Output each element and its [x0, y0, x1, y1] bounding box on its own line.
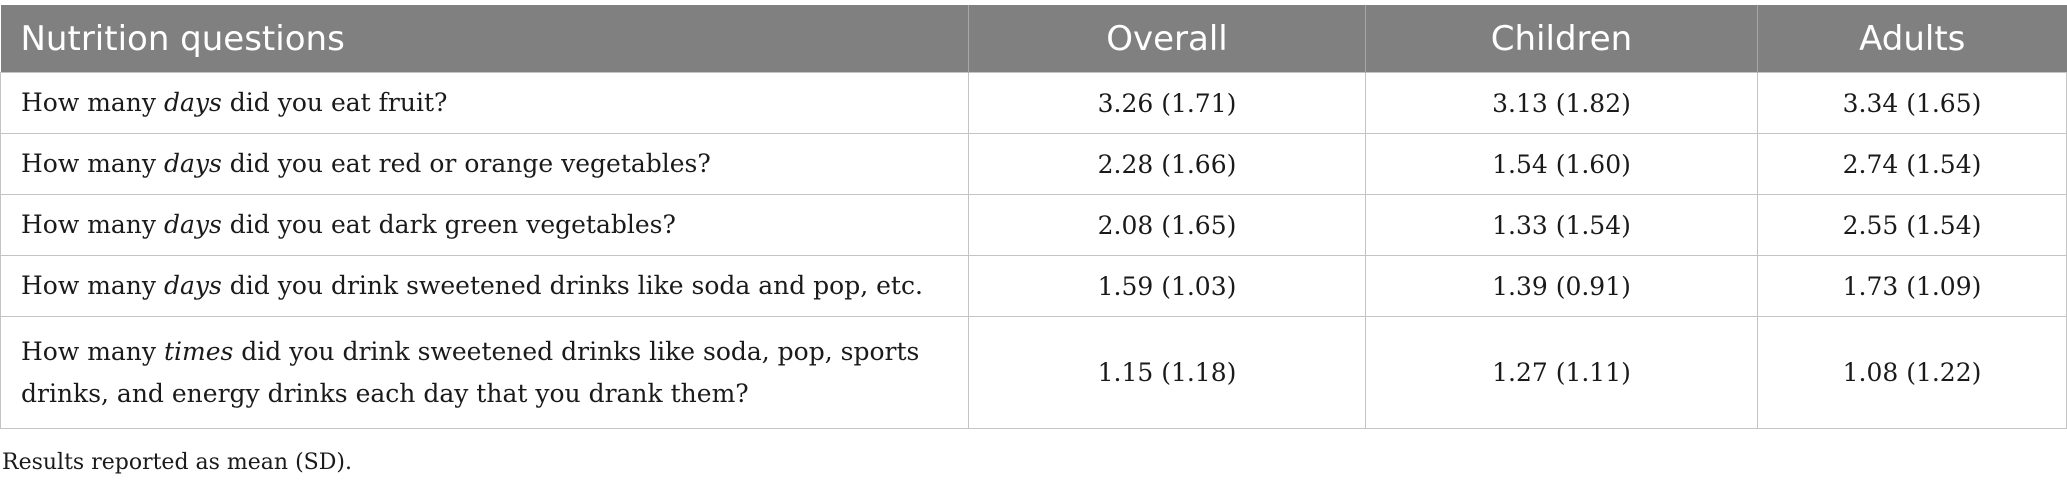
question-prefix: How many: [21, 210, 164, 239]
children-cell: 3.13 (1.82): [1366, 73, 1758, 134]
header-adults: Adults: [1758, 5, 2067, 73]
question-cell: How many days did you eat dark green veg…: [1, 195, 969, 256]
nutrition-table-container: Nutrition questions Overall Children Adu…: [0, 5, 2066, 429]
question-emphasis: times: [164, 337, 233, 366]
question-emphasis: days: [164, 271, 222, 300]
question-emphasis: days: [164, 210, 222, 239]
question-emphasis: days: [164, 149, 222, 178]
question-prefix: How many: [21, 337, 164, 366]
question-suffix: did you eat fruit?: [222, 88, 448, 117]
question-cell: How many times did you drink sweetened d…: [1, 317, 969, 429]
adults-cell: 3.34 (1.65): [1758, 73, 2067, 134]
header-children: Children: [1366, 5, 1758, 73]
table-row: How many days did you eat fruit? 3.26 (1…: [1, 73, 2067, 134]
adults-cell: 2.74 (1.54): [1758, 134, 2067, 195]
question-emphasis: days: [164, 88, 222, 117]
question-prefix: How many: [21, 271, 164, 300]
question-cell: How many days did you drink sweetened dr…: [1, 256, 969, 317]
adults-cell: 1.08 (1.22): [1758, 317, 2067, 429]
table-row: How many times did you drink sweetened d…: [1, 317, 2067, 429]
question-cell: How many days did you eat fruit?: [1, 73, 969, 134]
question-prefix: How many: [21, 149, 164, 178]
question-suffix: did you eat dark green vegetables?: [222, 210, 676, 239]
table-header: Nutrition questions Overall Children Adu…: [1, 5, 2067, 73]
children-cell: 1.33 (1.54): [1366, 195, 1758, 256]
children-cell: 1.54 (1.60): [1366, 134, 1758, 195]
question-prefix: How many: [21, 88, 164, 117]
overall-cell: 2.08 (1.65): [969, 195, 1366, 256]
header-overall: Overall: [969, 5, 1366, 73]
adults-cell: 1.73 (1.09): [1758, 256, 2067, 317]
header-nutrition-questions: Nutrition questions: [1, 5, 969, 73]
table-footnote: Results reported as mean (SD).: [2, 450, 352, 475]
question-cell: How many days did you eat red or orange …: [1, 134, 969, 195]
question-suffix: did you eat red or orange vegetables?: [222, 149, 711, 178]
question-suffix: did you drink sweetened drinks like soda…: [222, 271, 923, 300]
nutrition-table: Nutrition questions Overall Children Adu…: [0, 5, 2067, 429]
overall-cell: 3.26 (1.71): [969, 73, 1366, 134]
header-row: Nutrition questions Overall Children Adu…: [1, 5, 2067, 73]
table-body: How many days did you eat fruit? 3.26 (1…: [1, 73, 2067, 429]
children-cell: 1.27 (1.11): [1366, 317, 1758, 429]
overall-cell: 1.15 (1.18): [969, 317, 1366, 429]
overall-cell: 1.59 (1.03): [969, 256, 1366, 317]
overall-cell: 2.28 (1.66): [969, 134, 1366, 195]
table-row: How many days did you eat red or orange …: [1, 134, 2067, 195]
table-row: How many days did you drink sweetened dr…: [1, 256, 2067, 317]
adults-cell: 2.55 (1.54): [1758, 195, 2067, 256]
table-row: How many days did you eat dark green veg…: [1, 195, 2067, 256]
children-cell: 1.39 (0.91): [1366, 256, 1758, 317]
